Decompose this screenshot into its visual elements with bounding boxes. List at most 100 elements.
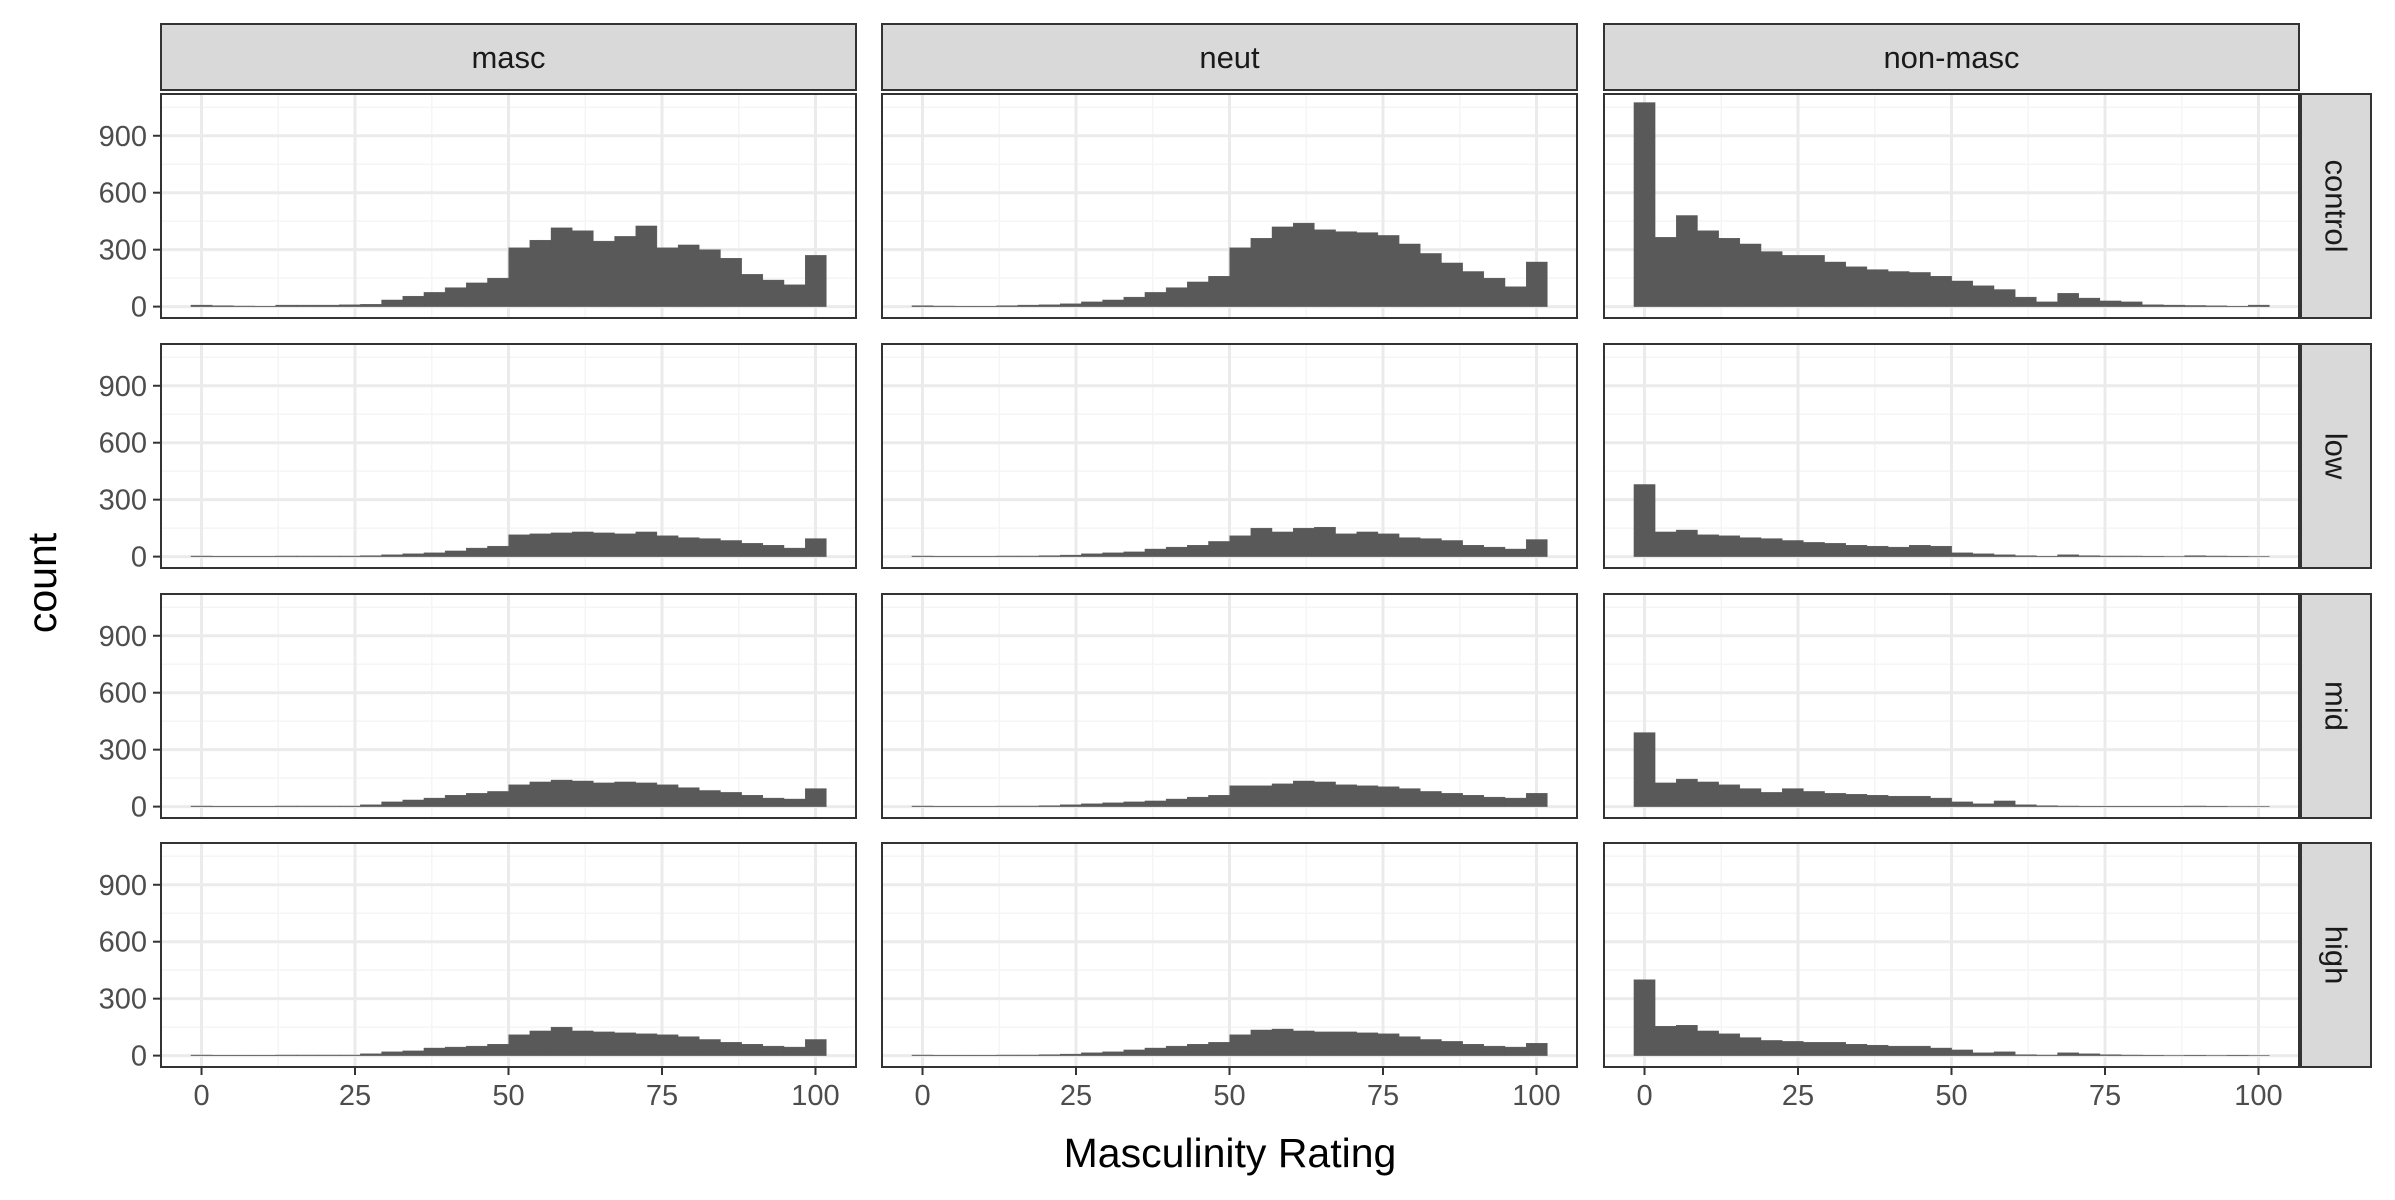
histogram-bar [1866, 1044, 1889, 1056]
y-tick-label: 900 [99, 870, 147, 902]
histogram-bar [339, 555, 361, 557]
histogram-bar [1356, 531, 1379, 557]
panel-border [881, 593, 1578, 819]
histogram-bar [677, 244, 700, 307]
histogram-bar [571, 230, 594, 307]
histogram-bar [1930, 1047, 1952, 1056]
histogram-bar [1824, 1042, 1846, 1056]
histogram-bar [211, 305, 234, 307]
histogram-bar [1760, 1040, 1783, 1056]
histogram-bar [2120, 301, 2143, 307]
histogram-bar [741, 543, 764, 557]
histogram-bar [1398, 788, 1421, 807]
histogram-bar [2163, 304, 2185, 307]
histogram-bar [1144, 800, 1167, 807]
histogram-bar [402, 295, 425, 307]
histogram-bar [1271, 531, 1294, 557]
histogram-bar [804, 1039, 827, 1056]
histogram-bar [1060, 303, 1082, 307]
histogram-bar [1208, 1042, 1230, 1056]
histogram-bar [1972, 1052, 1995, 1056]
row-strip-control: control [2300, 93, 2372, 319]
histogram-bar [1335, 784, 1357, 807]
histogram-bar [2142, 304, 2164, 307]
histogram-bar [1165, 1045, 1188, 1056]
column-strip-label: neut [1199, 40, 1260, 75]
histogram-bar [1718, 535, 1741, 557]
histogram-bar [1462, 795, 1485, 807]
histogram-bar [1165, 546, 1188, 557]
x-tick-label: 75 [2089, 1080, 2121, 1112]
panel-non-masc-mid [1603, 593, 2300, 819]
histogram-bar [1420, 1039, 1442, 1056]
histogram-bar [1292, 780, 1315, 807]
histogram-bar [360, 304, 382, 307]
histogram-bar [423, 1047, 446, 1056]
histogram-bar [1123, 801, 1146, 807]
histogram-bar [423, 292, 446, 307]
y-axis-title: count [19, 532, 65, 633]
histogram-bar [1335, 533, 1357, 557]
row-strip-label: control [2319, 159, 2354, 252]
histogram-bar [741, 795, 764, 807]
histogram-bar [1866, 795, 1889, 807]
x-tick-label: 100 [2234, 1080, 2282, 1112]
histogram-bar [487, 791, 509, 807]
histogram-bar [2120, 1054, 2143, 1056]
histogram-bar [1633, 732, 1656, 807]
histogram-bar [1803, 542, 1825, 557]
histogram-bar [317, 304, 340, 307]
histogram-bar [2014, 1054, 2037, 1056]
histogram-bar [275, 805, 298, 807]
panel-border [1603, 93, 2300, 319]
histogram-bar [1504, 1046, 1527, 1056]
histogram-bar [296, 805, 319, 807]
histogram-bar [317, 555, 340, 557]
panel-border [1603, 343, 2300, 569]
histogram-bar [1420, 791, 1442, 807]
histogram-bar [1718, 784, 1741, 807]
histogram-bar [1633, 484, 1656, 557]
histogram-bar [677, 1036, 700, 1056]
histogram-bar [2057, 1052, 2079, 1056]
histogram-bar [1102, 1051, 1124, 1056]
histogram-bar [402, 553, 425, 557]
column-strip-label: masc [471, 40, 545, 75]
histogram-bar [1697, 534, 1719, 557]
histogram-bar [1993, 289, 2016, 307]
y-tick-label: 300 [99, 235, 147, 267]
strip-background [2300, 93, 2372, 319]
histogram-bar [783, 547, 806, 557]
histogram-bar [1633, 102, 1656, 307]
panel-border [1603, 593, 2300, 819]
histogram-bar [190, 1054, 213, 1056]
histogram-bar [1887, 1045, 1910, 1056]
histogram-bar [1038, 555, 1061, 557]
histogram-bar [1483, 546, 1506, 557]
histogram-bar [1951, 552, 1974, 557]
histogram-bar [741, 274, 764, 307]
histogram-bar [720, 1042, 742, 1056]
row-strip-high: high [2300, 842, 2372, 1068]
histogram-bar [1845, 266, 1868, 307]
panel-neut-high [881, 842, 1578, 1068]
histogram-bar [720, 258, 742, 307]
histogram-bar [1017, 304, 1040, 307]
y-tick-label: 0 [131, 1041, 147, 1073]
histogram-bar [339, 304, 361, 307]
histogram-bar [656, 247, 679, 307]
histogram-bar [1824, 793, 1846, 807]
histogram-bar [1441, 1041, 1463, 1056]
histogram-bar [1102, 802, 1124, 807]
histogram-bar [360, 1053, 382, 1056]
histogram-bar [1972, 553, 1995, 557]
histogram-bar [1314, 781, 1336, 807]
panel-masc-high [160, 842, 857, 1068]
histogram-bar [932, 305, 955, 307]
histogram-bar [1292, 1030, 1315, 1056]
histogram-bar [699, 1039, 721, 1056]
y-tick-label: 300 [99, 485, 147, 517]
x-tick-label: 0 [193, 1080, 209, 1112]
histogram-bar [699, 538, 721, 557]
histogram-bar [1525, 261, 1548, 307]
